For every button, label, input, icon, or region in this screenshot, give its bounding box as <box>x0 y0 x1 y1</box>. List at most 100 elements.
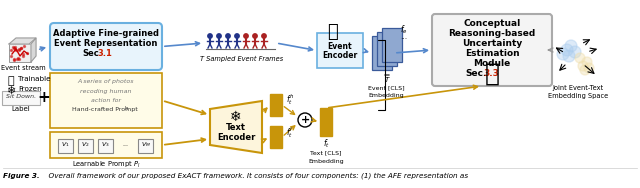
Point <box>8 46 18 49</box>
Text: T Sampled Event Frames: T Sampled Event Frames <box>200 56 283 62</box>
Text: $f_e$: $f_e$ <box>400 24 408 36</box>
Text: action for: action for <box>91 98 121 102</box>
Text: +: + <box>38 90 51 105</box>
Point <box>18 54 28 57</box>
Point <box>12 49 22 52</box>
Polygon shape <box>31 38 36 62</box>
Text: Embedding Space: Embedding Space <box>548 93 608 99</box>
Bar <box>317 33 363 68</box>
Circle shape <box>557 48 569 60</box>
Point <box>10 45 20 48</box>
Bar <box>377 32 397 66</box>
Text: Estimation: Estimation <box>465 49 519 58</box>
Text: Embedding: Embedding <box>368 92 404 98</box>
Text: Figure 3.: Figure 3. <box>3 173 40 179</box>
Text: ❄️: ❄️ <box>7 86 17 96</box>
Circle shape <box>575 53 585 63</box>
Text: Sit Down.: Sit Down. <box>6 95 36 99</box>
Text: Reasoning-based: Reasoning-based <box>449 30 536 39</box>
Bar <box>382 28 402 62</box>
Text: $V_1$: $V_1$ <box>61 141 70 149</box>
Bar <box>372 36 392 70</box>
Text: $f_t$: $f_t$ <box>323 138 330 150</box>
Point <box>22 51 32 54</box>
Text: 3.1: 3.1 <box>97 49 113 58</box>
Text: $V_M$: $V_M$ <box>141 141 150 149</box>
Bar <box>138 139 153 153</box>
Circle shape <box>226 34 230 38</box>
Text: 🧠: 🧠 <box>484 62 499 86</box>
Polygon shape <box>9 38 36 44</box>
Bar <box>98 139 113 153</box>
Text: Text: Text <box>226 123 246 131</box>
Bar <box>2 91 40 105</box>
Point <box>6 54 16 57</box>
Text: Trainable: Trainable <box>18 76 51 82</box>
Text: Hand-crafted Prompt: Hand-crafted Prompt <box>72 108 140 112</box>
Circle shape <box>578 61 588 71</box>
Circle shape <box>244 34 248 38</box>
Bar <box>50 132 162 158</box>
Point <box>13 56 23 59</box>
Text: Text [CLS]: Text [CLS] <box>310 151 342 155</box>
Circle shape <box>563 50 575 62</box>
Circle shape <box>582 57 592 67</box>
Circle shape <box>253 34 257 38</box>
Text: $V_2$: $V_2$ <box>81 141 90 149</box>
Point <box>8 58 19 61</box>
Text: $V_3$: $V_3$ <box>101 141 110 149</box>
Circle shape <box>565 40 577 52</box>
Text: A series of photos: A series of photos <box>77 80 134 84</box>
Text: Encoder: Encoder <box>323 51 358 60</box>
Bar <box>50 73 162 128</box>
Point <box>12 58 22 61</box>
Text: Encoder: Encoder <box>217 133 255 142</box>
Text: Conceptual: Conceptual <box>463 20 520 29</box>
Text: Event [CLS]: Event [CLS] <box>368 86 404 90</box>
FancyBboxPatch shape <box>432 14 552 86</box>
Bar <box>58 139 73 153</box>
Circle shape <box>298 113 312 127</box>
Circle shape <box>569 46 581 58</box>
Polygon shape <box>210 101 262 153</box>
Point <box>19 45 29 48</box>
Text: Sec.: Sec. <box>466 70 487 79</box>
Text: 🔥: 🔥 <box>7 76 13 86</box>
Text: Module: Module <box>474 59 511 68</box>
Bar <box>320 108 332 136</box>
Text: Event Representation: Event Representation <box>54 39 157 48</box>
Text: ...: ... <box>400 32 407 41</box>
Circle shape <box>262 34 266 38</box>
Text: Sec.: Sec. <box>82 49 102 58</box>
Text: Embedding: Embedding <box>308 158 344 164</box>
Text: $f_t^l$: $f_t^l$ <box>286 126 293 140</box>
Text: Joint Event-Text: Joint Event-Text <box>552 85 604 91</box>
Circle shape <box>217 34 221 38</box>
Point <box>15 46 26 49</box>
Text: Adaptive Fine-grained: Adaptive Fine-grained <box>53 29 159 37</box>
Bar <box>78 139 93 153</box>
Bar <box>270 126 282 148</box>
Circle shape <box>561 44 573 56</box>
Circle shape <box>584 63 594 73</box>
Text: ...: ... <box>122 143 129 148</box>
Point <box>9 57 19 60</box>
Text: Event stream: Event stream <box>1 65 45 71</box>
Text: Uncertainty: Uncertainty <box>462 39 522 49</box>
Text: $T$: $T$ <box>383 76 390 84</box>
Text: h: h <box>124 106 128 111</box>
Bar <box>9 44 31 62</box>
Text: Overall framework of our proposed ExACT framework. It consists of four component: Overall framework of our proposed ExACT … <box>44 173 468 179</box>
Circle shape <box>580 65 590 75</box>
Text: recoding human: recoding human <box>80 89 132 93</box>
Bar <box>270 94 282 116</box>
Circle shape <box>208 34 212 38</box>
Point <box>10 48 20 51</box>
Point <box>8 46 19 49</box>
Text: Learnable Prompt $P_l$: Learnable Prompt $P_l$ <box>72 160 140 170</box>
Text: $f_t^h$: $f_t^h$ <box>286 92 294 108</box>
Text: Label: Label <box>12 106 30 112</box>
Text: ❄️: ❄️ <box>230 110 242 124</box>
Text: +: + <box>300 115 310 125</box>
Point <box>16 47 26 50</box>
